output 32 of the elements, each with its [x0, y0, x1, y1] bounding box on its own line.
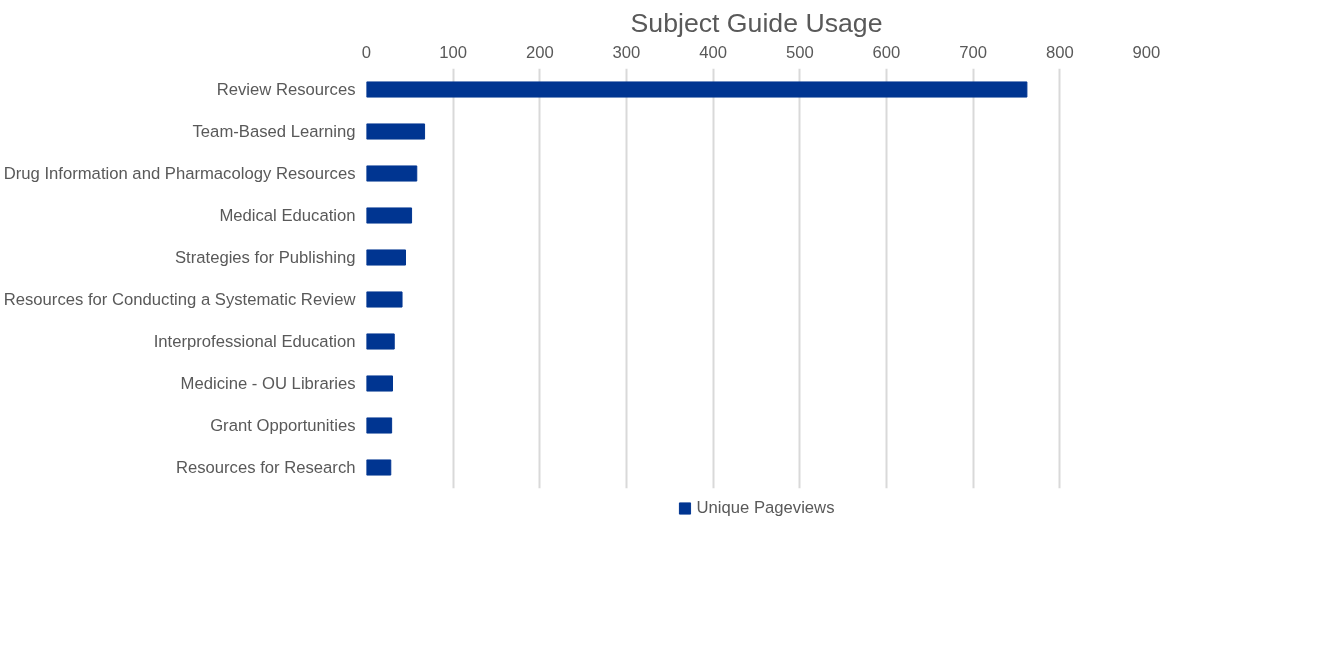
y-tick-label: Grant Opportunities	[210, 416, 356, 435]
bar	[366, 375, 393, 392]
x-tick-label: 900	[1132, 42, 1161, 62]
y-tick-label: Medicine - OU Libraries	[180, 374, 356, 393]
y-tick-label: Drug Information and Pharmacology Resources	[3, 164, 356, 183]
y-tick-label: Review Resources	[216, 80, 356, 99]
bar	[366, 417, 393, 434]
legend-label: Unique Pageviews	[696, 498, 835, 518]
y-tick-label: Strategies for Publishing	[174, 248, 356, 267]
bar	[366, 81, 1028, 98]
bar	[366, 459, 392, 476]
bar	[366, 123, 426, 140]
x-tick-label: 700	[959, 42, 988, 62]
bar	[366, 207, 413, 224]
x-tick-label: 500	[785, 42, 814, 62]
x-tick-label: 400	[699, 42, 728, 62]
chart-title: Subject Guide Usage	[630, 7, 883, 38]
y-tick-label: Team-Based Learning	[192, 122, 356, 141]
x-tick-label: 100	[439, 42, 468, 62]
x-tick-label: 800	[1045, 42, 1074, 62]
bar	[366, 291, 403, 308]
y-tick-label: Resources for Conducting a Systematic Review	[3, 290, 357, 309]
bar	[366, 333, 395, 350]
x-tick-label: 600	[872, 42, 901, 62]
bar	[366, 249, 406, 266]
x-tick-label: 300	[612, 42, 641, 62]
x-tick-label: 200	[525, 42, 554, 62]
x-tick-label: 0	[361, 42, 372, 62]
y-tick-label: Resources for Research	[175, 458, 356, 477]
bar	[366, 165, 418, 182]
y-tick-label: Interprofessional Education	[153, 332, 356, 351]
y-tick-label: Medical Education	[219, 206, 356, 225]
